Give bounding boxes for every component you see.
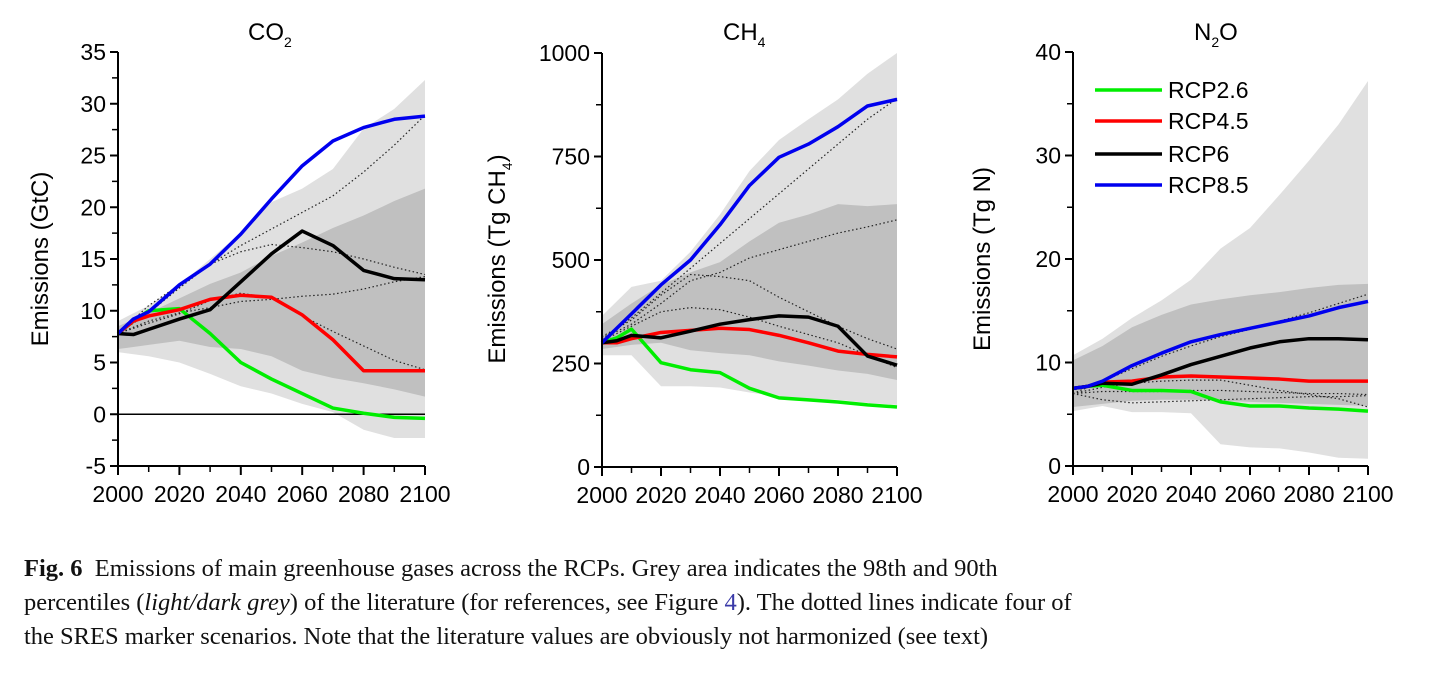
x-tick-label: 2100 — [871, 482, 922, 508]
y-axis-label-n2o: Emissions (Tg N) — [969, 167, 996, 351]
panel-title-co2: CO2 — [248, 19, 292, 50]
figure-4-link[interactable]: 4 — [724, 589, 737, 616]
figure-caption: Fig. 6 Emissions of main greenhouse gase… — [24, 552, 1411, 654]
y-tick-label: 750 — [552, 144, 590, 170]
sres-marker-line-co2-2 — [117, 243, 426, 335]
x-tick-label: 2060 — [277, 481, 328, 507]
y-tick-label: 10 — [80, 298, 106, 324]
y-tick-label: 10 — [1035, 350, 1061, 376]
x-tick-label: 2080 — [812, 482, 863, 508]
x-tick-label: 2060 — [1224, 481, 1275, 507]
y-tick-label: 25 — [80, 143, 106, 169]
series-rcp85-n2o — [1072, 299, 1369, 391]
sres-marker-line-ch4-2 — [601, 219, 898, 340]
x-tick-label: 2060 — [753, 482, 804, 508]
x-tick-label: 2000 — [576, 482, 627, 508]
y-tick-label: 500 — [552, 247, 590, 273]
x-tick-label: 2080 — [1283, 481, 1334, 507]
legend-label-rcp85: RCP8.5 — [1168, 172, 1249, 198]
y-tick-label: 0 — [93, 401, 106, 427]
caption-italic: light/dark grey — [144, 589, 290, 616]
sres-marker-line-co2-3 — [117, 276, 426, 335]
x-tick-label: 2040 — [215, 481, 266, 507]
sres-marker-line-n2o-2 — [1072, 379, 1369, 408]
caption-line-3: the SRES marker scenarios. Note that the… — [24, 623, 989, 650]
y-tick-label: 5 — [93, 350, 106, 376]
panel-co2: -5 0 5 10 15 20 25 30 35 2000 2020 2040 2060 2080 2100… — [27, 19, 451, 507]
y-tick-label: 0 — [577, 454, 590, 480]
panel-title-ch4: CH4 — [723, 19, 766, 50]
series-rcp45-co2 — [116, 293, 425, 373]
caption-text-1: Emissions of main greenhouse gases acros… — [94, 555, 998, 582]
y-tick-label: 30 — [1035, 143, 1061, 169]
sres-marker-line-n2o-4 — [1072, 392, 1369, 404]
caption-line-2: percentiles (light/dark grey) of the lit… — [24, 586, 1411, 620]
y-tick-label: 15 — [80, 246, 106, 272]
x-tick-label: 2080 — [338, 481, 389, 507]
sres-marker-line-n2o-1 — [1072, 293, 1369, 395]
sres-marker-line-co2-1 — [117, 114, 426, 334]
sres-marker-line-n2o-3 — [1072, 389, 1369, 396]
series-rcp85-ch4 — [600, 97, 898, 345]
y-tick-label: 40 — [1035, 39, 1061, 65]
x-tick-label: 2020 — [154, 481, 205, 507]
x-tick-label: 2040 — [694, 482, 745, 508]
y-axis-label-ch4: Emissions (Tg CH4) — [484, 154, 515, 363]
caption-text-2c: ). The dotted lines indicate four of — [736, 589, 1072, 616]
legend-label-rcp6: RCP6 — [1168, 141, 1229, 167]
y-tick-label: 20 — [80, 194, 106, 220]
caption-text-2a: percentiles ( — [24, 589, 145, 616]
series-rcp6-ch4 — [601, 314, 898, 367]
y-tick-label: 250 — [552, 351, 590, 377]
x-tick-label: 2000 — [1047, 481, 1098, 507]
x-tick-label: 2020 — [1106, 481, 1157, 507]
y-tick-label: 35 — [80, 39, 106, 65]
y-tick-label: 0 — [1048, 453, 1061, 479]
y-axis-label-co2: Emissions (GtC) — [27, 172, 54, 347]
series-rcp45-ch4 — [602, 326, 898, 359]
y-tick-label: -5 — [86, 453, 106, 479]
band90-band-n2o — [1073, 283, 1368, 408]
series-rcp26-ch4 — [601, 327, 898, 409]
band90-band-co2 — [118, 188, 425, 397]
y-tick-label: 30 — [80, 91, 106, 117]
y-tick-label: 1000 — [539, 40, 590, 66]
caption-line-1: Fig. 6 Emissions of main greenhouse gase… — [24, 552, 1411, 586]
x-tick-label: 2000 — [92, 481, 143, 507]
caption-label: Fig. 6 — [24, 555, 83, 582]
y-tick-label: 20 — [1035, 246, 1061, 272]
x-tick-label: 2040 — [1165, 481, 1216, 507]
series-rcp6-co2 — [117, 229, 426, 337]
caption-text-2b: ) of the literature (for references, see… — [289, 589, 725, 616]
x-tick-label: 2100 — [1342, 481, 1393, 507]
legend: RCP2.6 RCP4.5 RCP6 RCP8.5 — [1095, 77, 1249, 198]
x-tick-label: 2100 — [399, 481, 450, 507]
x-tick-label: 2020 — [635, 482, 686, 508]
legend-label-rcp26: RCP2.6 — [1168, 77, 1249, 103]
panel-n2o: 0 10 20 30 40 2000 2020 2040 2060 2080 2100 N2O Em… — [969, 19, 1394, 507]
legend-label-rcp45: RCP4.5 — [1168, 108, 1249, 134]
series-rcp85-co2 — [116, 114, 426, 335]
panel-title-n2o: N2O — [1194, 19, 1238, 50]
panel-ch4: 0 250 500 750 1000 2000 2020 2040 2060 2080 2100 C… — [484, 19, 923, 508]
